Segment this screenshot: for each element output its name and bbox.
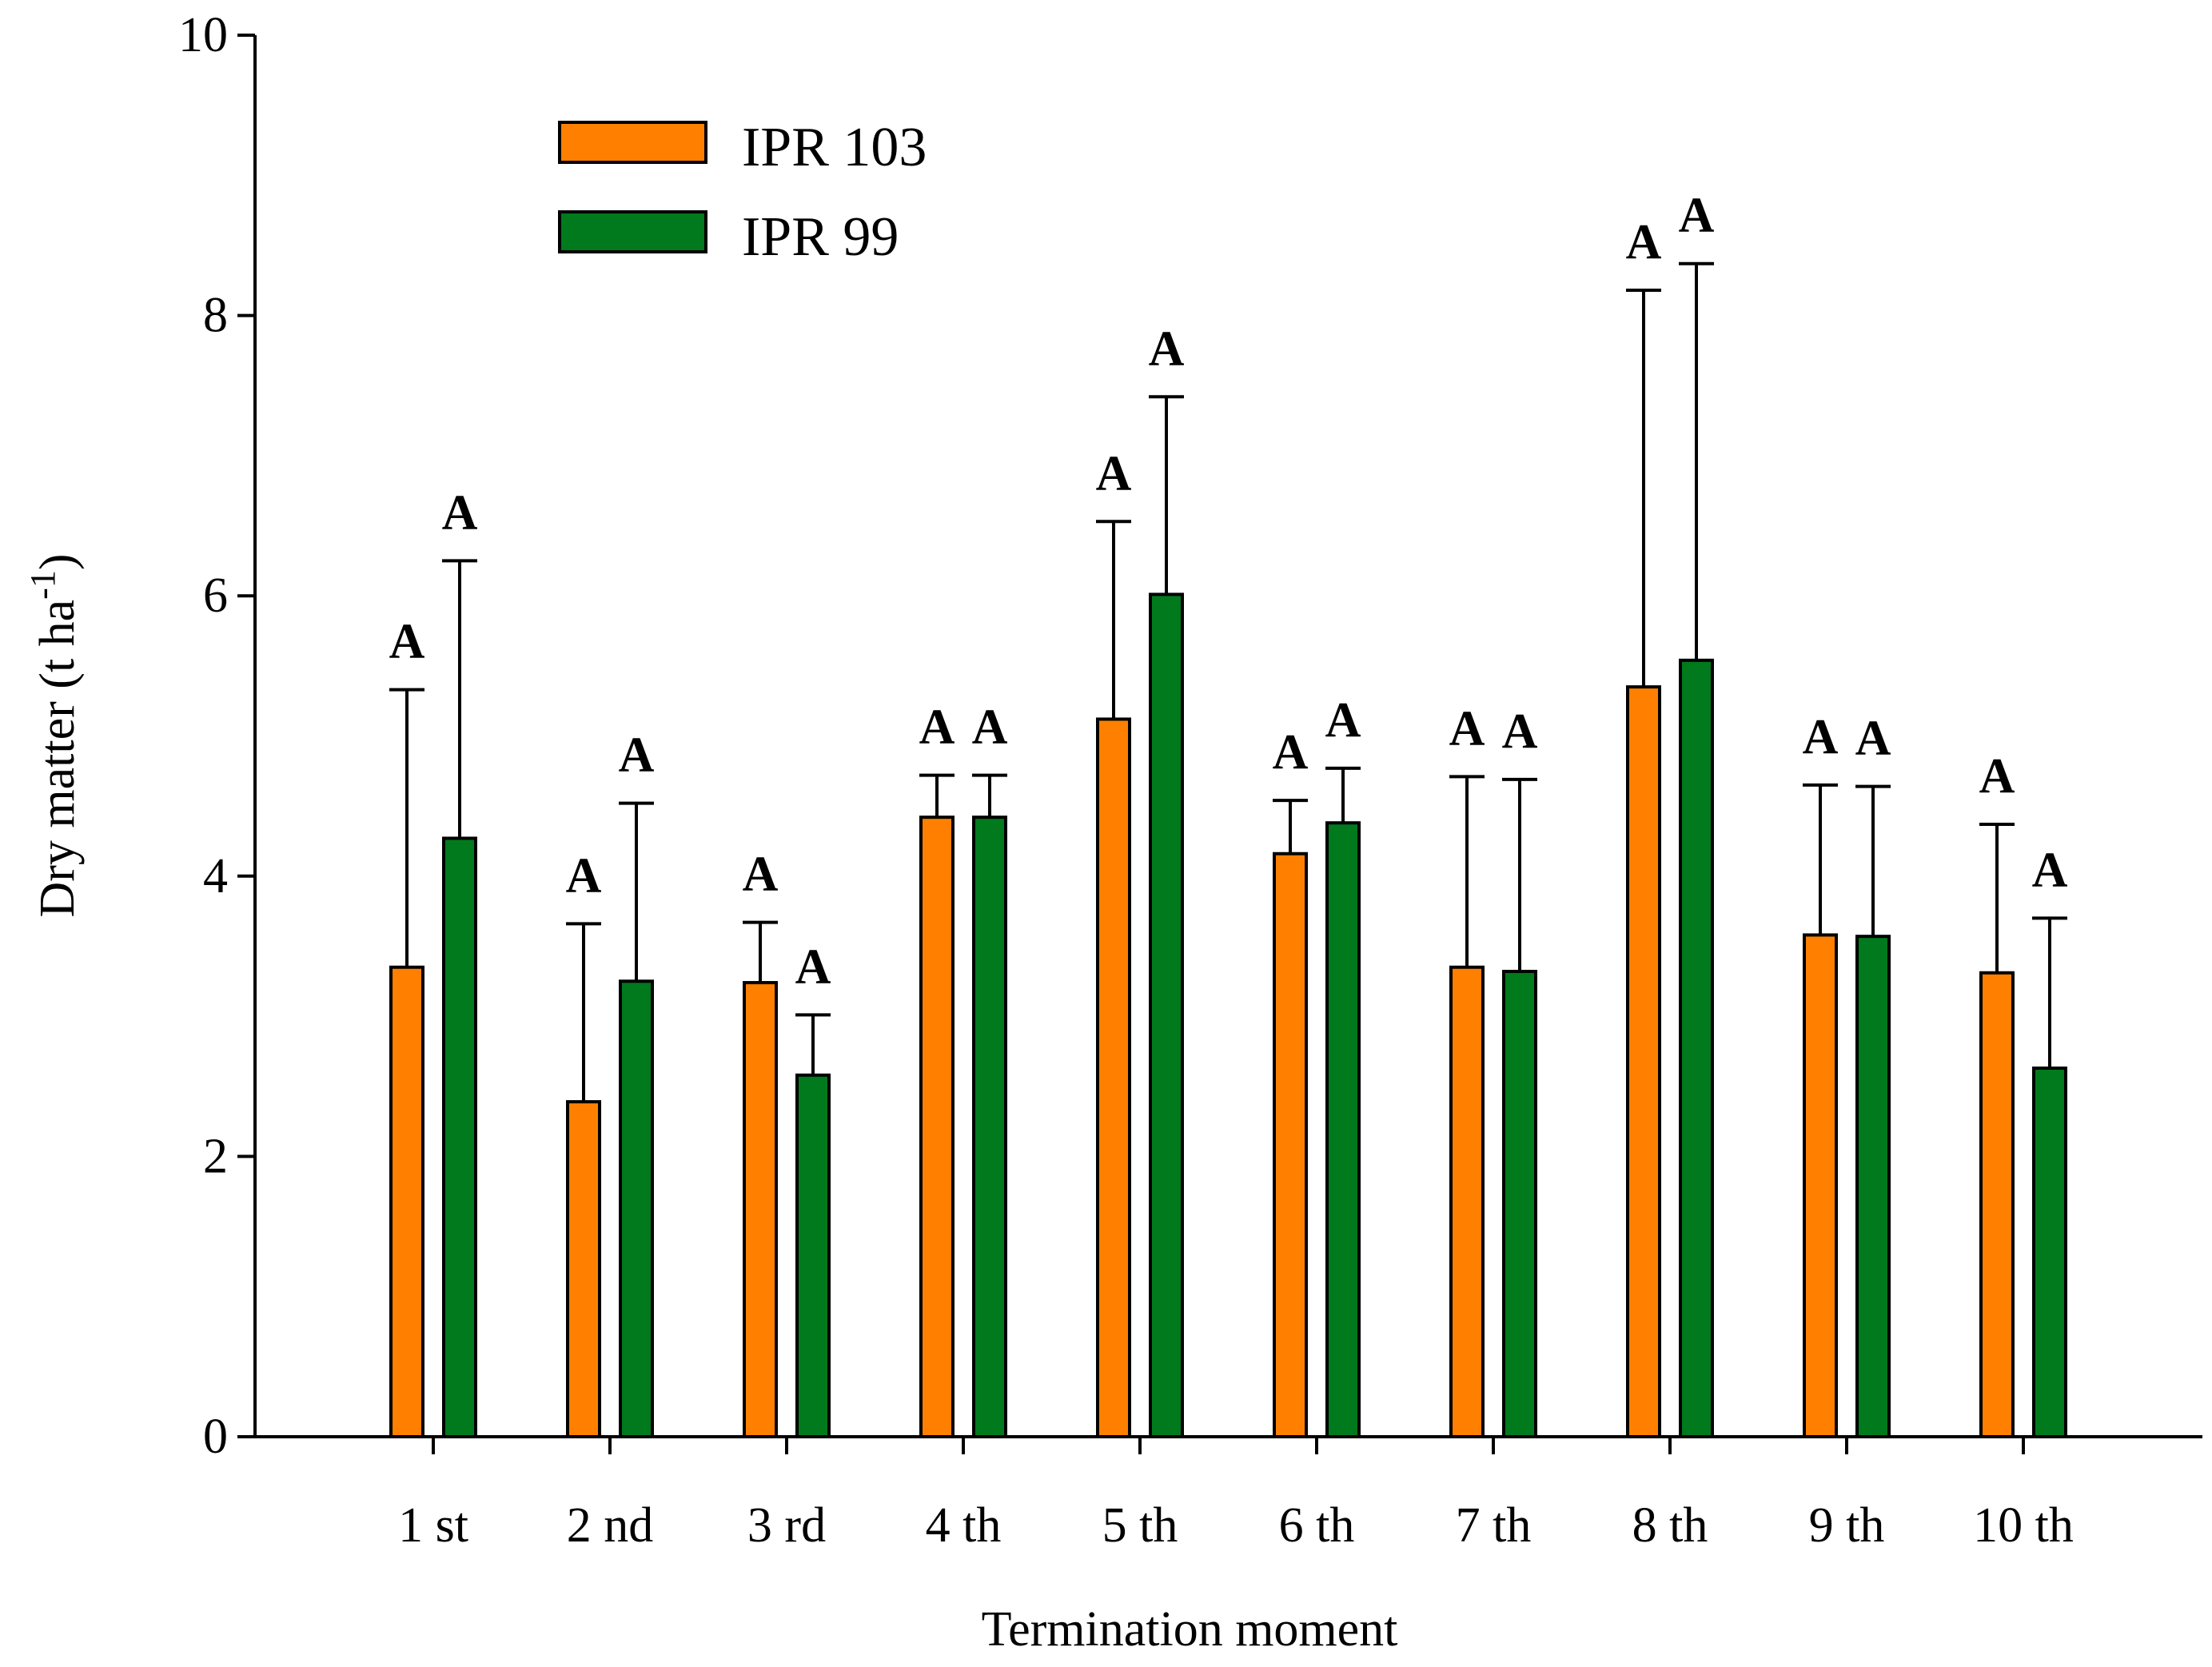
y-axis-title: Dry matter (t ha-1) bbox=[23, 554, 85, 918]
y-axis-title-main: Dry matter (t ha bbox=[30, 600, 85, 918]
y-axis-title-superscript: -1 bbox=[23, 570, 62, 600]
bar-ipr-103 bbox=[566, 1100, 601, 1438]
legend-swatch-ipr-103 bbox=[558, 121, 707, 164]
significance-letter-ipr-99: A bbox=[1502, 704, 1538, 759]
significance-letter-ipr-99: A bbox=[1325, 693, 1361, 748]
bar-ipr-99 bbox=[619, 979, 654, 1438]
significance-letter-ipr-99: A bbox=[1855, 712, 1891, 766]
y-tick-label: 10 bbox=[178, 8, 228, 62]
significance-letter-ipr-103: A bbox=[919, 700, 955, 755]
y-tick-label: 0 bbox=[203, 1410, 228, 1464]
bar-ipr-99 bbox=[972, 816, 1007, 1438]
significance-letter-ipr-103: A bbox=[1449, 701, 1485, 756]
bar-ipr-103 bbox=[1803, 933, 1838, 1438]
significance-letter-ipr-99: A bbox=[619, 728, 655, 783]
significance-letter-ipr-103: A bbox=[1096, 446, 1132, 500]
significance-letter-ipr-99: A bbox=[2032, 843, 2068, 897]
bar-ipr-103 bbox=[1449, 965, 1485, 1438]
bar-ipr-103 bbox=[919, 816, 955, 1438]
bar-ipr-99 bbox=[795, 1073, 831, 1438]
y-tick-label: 6 bbox=[203, 568, 228, 623]
significance-letter-ipr-103: A bbox=[1626, 215, 1662, 269]
bar-ipr-103 bbox=[1626, 685, 1661, 1438]
significance-letter-ipr-103: A bbox=[1979, 749, 2015, 804]
legend-label-ipr-99: IPR 99 bbox=[742, 206, 899, 268]
x-tick-label: 3 rd bbox=[747, 1498, 826, 1553]
x-tick-label: 10 th bbox=[1973, 1498, 2074, 1553]
significance-letter-ipr-103: A bbox=[1273, 725, 1309, 780]
significance-letter-ipr-103: A bbox=[743, 847, 779, 902]
x-tick-label: 9 th bbox=[1809, 1498, 1885, 1553]
x-tick-label: 1 st bbox=[398, 1498, 468, 1553]
significance-letter-ipr-99: A bbox=[1679, 189, 1715, 243]
bar-ipr-99 bbox=[1679, 658, 1714, 1438]
y-tick-label: 4 bbox=[203, 849, 228, 903]
y-tick-label: 2 bbox=[203, 1129, 228, 1183]
x-tick-label: 4 th bbox=[926, 1498, 1002, 1553]
legend-label-ipr-103: IPR 103 bbox=[742, 117, 927, 178]
significance-letter-ipr-99: A bbox=[795, 939, 831, 994]
significance-letter-ipr-103: A bbox=[566, 848, 602, 903]
bar-ipr-99 bbox=[1855, 935, 1891, 1438]
bar-ipr-99 bbox=[1502, 970, 1537, 1438]
significance-letter-ipr-99: A bbox=[972, 700, 1008, 755]
x-tick-label: 5 th bbox=[1102, 1498, 1178, 1553]
significance-letter-ipr-99: A bbox=[442, 485, 478, 540]
y-axis-title-close: ) bbox=[30, 554, 85, 571]
bar-ipr-103 bbox=[743, 981, 778, 1438]
x-tick-label: 8 th bbox=[1632, 1498, 1708, 1553]
bar-ipr-103 bbox=[1096, 717, 1131, 1438]
x-tick-label: 6 th bbox=[1279, 1498, 1355, 1553]
legend-swatch-ipr-99 bbox=[558, 210, 707, 253]
legend: IPR 103 IPR 99 bbox=[558, 117, 927, 268]
significance-letter-ipr-99: A bbox=[1149, 321, 1185, 376]
x-tick-label: 2 nd bbox=[567, 1498, 654, 1553]
significance-letter-ipr-103: A bbox=[389, 615, 425, 669]
bar-ipr-103 bbox=[389, 965, 424, 1438]
bar-ipr-103 bbox=[1979, 971, 2015, 1438]
x-tick-label: 7 th bbox=[1456, 1498, 1532, 1553]
significance-letter-ipr-103: A bbox=[1803, 710, 1839, 764]
bar-ipr-99 bbox=[2032, 1066, 2067, 1439]
x-axis-title: Termination moment bbox=[982, 1602, 1398, 1657]
bar-ipr-99 bbox=[1325, 821, 1361, 1439]
bar-ipr-99 bbox=[442, 836, 477, 1438]
bar-ipr-103 bbox=[1273, 851, 1308, 1438]
bar-ipr-99 bbox=[1149, 592, 1184, 1438]
plot-area: 0 2 4 6 8 10 1 st 2 nd 3 rd 4 th 5 th 6 th 7 th 8 th 9… bbox=[178, 8, 2202, 1553]
y-tick-label: 8 bbox=[203, 289, 228, 343]
